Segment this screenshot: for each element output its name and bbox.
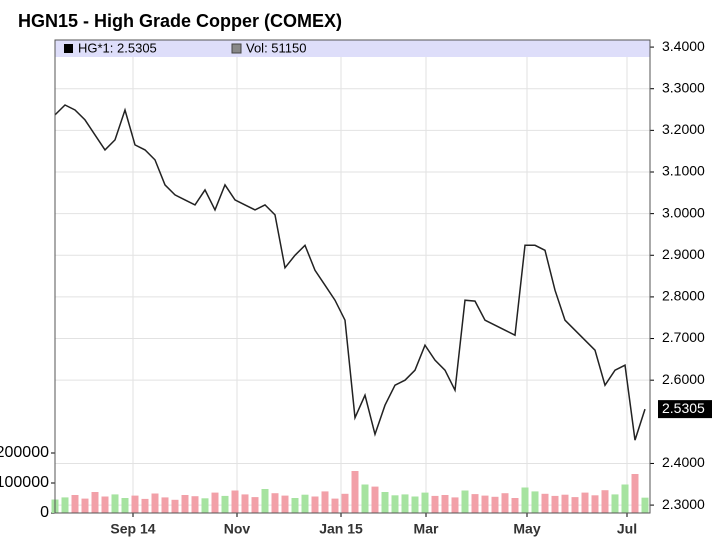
volume-bar xyxy=(251,497,259,513)
volume-bar xyxy=(241,494,249,513)
volume-bar xyxy=(641,497,649,513)
last-value-box xyxy=(658,400,712,419)
volume-bar xyxy=(321,491,329,513)
volume-bar xyxy=(421,492,429,513)
volume-bar xyxy=(341,493,349,513)
volume-bar xyxy=(161,497,169,513)
last-value-label: 2.5305 xyxy=(662,400,705,416)
volume-bar xyxy=(491,496,499,513)
legend-label: Vol: 51150 xyxy=(246,40,306,55)
volume-bar xyxy=(631,474,639,513)
legend-swatch xyxy=(64,44,73,53)
volume-bar xyxy=(511,498,519,513)
volume-bar xyxy=(361,484,369,513)
volume-bar xyxy=(221,495,229,513)
y-tick-label: 3.3000 xyxy=(662,79,705,95)
y2-tick-label: 100000 xyxy=(0,474,49,491)
volume-bar xyxy=(61,497,69,513)
y-tick-label: 2.8000 xyxy=(662,288,705,304)
volume-bar xyxy=(191,496,199,513)
volume-bar xyxy=(591,495,599,513)
volume-bar xyxy=(611,494,619,513)
y-tick-label: 2.7000 xyxy=(662,329,705,345)
y-tick-label: 3.4000 xyxy=(662,38,705,54)
volume-bar xyxy=(581,492,589,513)
volume-bar xyxy=(81,498,89,513)
x-tick-label: Jul xyxy=(617,521,637,537)
volume-bar xyxy=(271,493,279,513)
y-tick-label: 2.4000 xyxy=(662,454,705,470)
y2-tick-label: 0 xyxy=(40,504,49,521)
volume-bar xyxy=(281,495,289,513)
chart-title: HGN15 - High Grade Copper (COMEX) xyxy=(18,11,342,31)
x-tick-label: Jan 15 xyxy=(319,521,363,537)
volume-bar xyxy=(211,492,219,513)
legend-band xyxy=(55,40,650,57)
x-tick-label: May xyxy=(513,521,540,537)
volume-bar xyxy=(541,493,549,513)
volume-bar xyxy=(451,497,459,513)
volume-bar xyxy=(391,495,399,513)
volume-bar xyxy=(71,495,79,513)
volume-bar xyxy=(91,492,99,513)
volume-bar xyxy=(101,496,109,513)
volume-bar xyxy=(531,491,539,513)
volume-bar xyxy=(371,486,379,513)
y-tick-label: 2.3000 xyxy=(662,496,705,512)
volume-bar xyxy=(441,495,449,513)
volume-bar xyxy=(481,495,489,513)
volume-bar xyxy=(521,487,529,513)
x-tick-label: Sep 14 xyxy=(110,521,155,537)
volume-bar xyxy=(291,498,299,513)
volume-bar xyxy=(601,490,609,513)
volume-bar xyxy=(621,484,629,513)
volume-bar xyxy=(311,496,319,513)
volume-bar xyxy=(551,495,559,513)
volume-bar xyxy=(351,471,359,513)
volume-bar xyxy=(171,499,179,513)
x-tick-label: Mar xyxy=(414,521,439,537)
volume-bar xyxy=(181,495,189,513)
volume-bar xyxy=(401,494,409,513)
volume-bar xyxy=(501,493,509,513)
legend-swatch xyxy=(231,43,242,54)
volume-bar xyxy=(201,498,209,513)
y-tick-label: 2.9000 xyxy=(662,246,705,262)
volume-bar xyxy=(561,494,569,513)
legend-label: HG*1: 2.5305 xyxy=(78,40,157,55)
volume-bar xyxy=(381,492,389,513)
volume-bar xyxy=(331,498,339,513)
volume-bar xyxy=(471,494,479,513)
volume-bar xyxy=(151,493,159,513)
volume-bar xyxy=(411,496,419,513)
volume-bar xyxy=(231,490,239,513)
volume-bar xyxy=(141,498,149,513)
y2-tick-label: 200000 xyxy=(0,444,49,461)
y-tick-label: 3.2000 xyxy=(662,121,705,137)
volume-bar xyxy=(121,498,129,513)
x-tick-label: Nov xyxy=(224,521,251,537)
volume-bar xyxy=(431,495,439,513)
volume-bar xyxy=(111,494,119,513)
price-line xyxy=(54,104,646,441)
plot-frame xyxy=(54,39,651,514)
volume-bar xyxy=(131,495,139,513)
volume-bar xyxy=(261,489,269,513)
volume-bar xyxy=(461,490,469,513)
y-tick-label: 2.6000 xyxy=(662,371,705,387)
volume-bar xyxy=(571,497,579,513)
y-tick-label: 3.0000 xyxy=(662,204,705,220)
y-tick-label: 3.1000 xyxy=(662,163,705,179)
volume-bar xyxy=(301,494,309,513)
